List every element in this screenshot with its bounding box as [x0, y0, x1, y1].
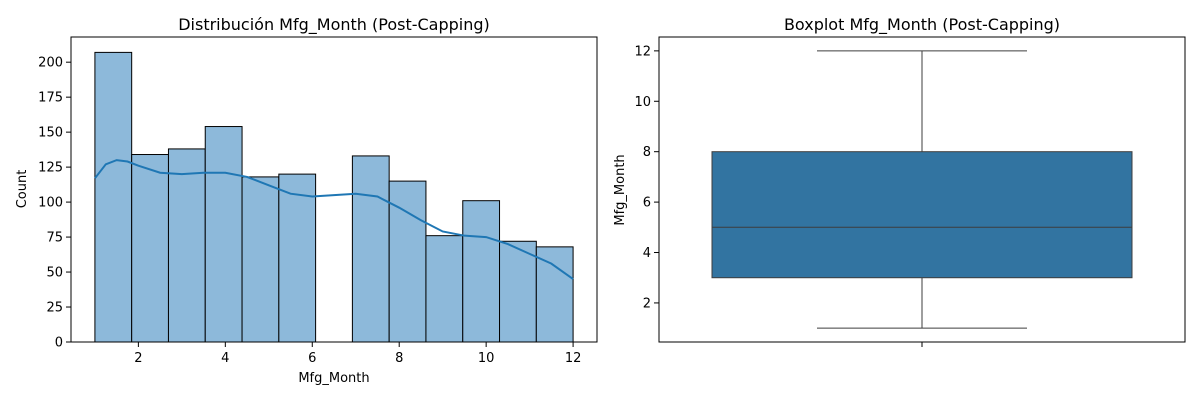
boxplot-elements — [711, 50, 1133, 329]
boxplot-y-tick-label: 10 — [634, 95, 651, 110]
histogram-x-tick-label: 12 — [565, 351, 582, 366]
histogram-y-tick-label: 100 — [38, 196, 63, 211]
histogram-bar — [462, 200, 501, 343]
histogram-panel: Distribución Mfg_Month (Post-Capping) 2 4… — [15, 15, 598, 386]
histogram-bar — [131, 154, 169, 343]
histogram-y-tick-label: 175 — [38, 91, 63, 106]
histogram-x-ticks: 2 4 6 8 10 12 — [134, 342, 581, 366]
histogram-x-tick-label: 4 — [221, 351, 229, 366]
histogram-ylabel: Count — [15, 170, 30, 209]
histogram-y-tick-label: 200 — [38, 56, 63, 71]
boxplot-title: Boxplot Mfg_Month (Post-Capping) — [784, 15, 1060, 35]
histogram-frame — [70, 36, 598, 343]
histogram-xlabel: Mfg_Month — [298, 371, 369, 386]
histogram-bars — [94, 51, 574, 343]
histogram-y-tick-label: 125 — [38, 161, 63, 176]
boxplot-y-tick-label: 6 — [643, 196, 651, 211]
histogram-x-tick-label: 8 — [395, 351, 403, 366]
histogram-y-tick-label: 150 — [38, 126, 63, 141]
histogram-bar — [535, 246, 574, 343]
histogram-y-tick-label: 75 — [46, 231, 63, 246]
histogram-bar — [388, 180, 427, 343]
boxplot-y-tick-label: 4 — [643, 246, 651, 261]
histogram-bar — [167, 148, 206, 343]
boxplot-box — [711, 151, 1133, 279]
kde-line — [94, 159, 574, 280]
histogram-x-tick-label: 6 — [308, 351, 316, 366]
histogram-x-tick-label: 2 — [134, 351, 142, 366]
histogram-bar — [241, 176, 280, 343]
histogram-y-ticks: 0 25 50 75 100 125 150 175 200 — [38, 56, 71, 351]
histogram-bar — [425, 235, 464, 343]
histogram-y-tick-label: 25 — [46, 301, 63, 316]
boxplot-y-ticks: 2 4 6 8 10 12 — [634, 44, 659, 311]
boxplot-y-tick-label: 2 — [643, 296, 651, 311]
histogram-bar — [351, 155, 390, 343]
histogram-y-tick-label: 0 — [55, 336, 63, 351]
histogram-bar — [204, 126, 243, 343]
histogram-bar — [94, 51, 133, 343]
histogram-x-tick-label: 10 — [478, 351, 495, 366]
histogram-bar — [499, 240, 537, 343]
histogram-y-tick-label: 50 — [46, 266, 63, 281]
boxplot-panel: Boxplot Mfg_Month (Post-Capping) 2 4 6 8 10 1… — [613, 15, 1186, 347]
boxplot-y-tick-label: 12 — [634, 44, 651, 59]
histogram-bar — [278, 173, 317, 343]
boxplot-ylabel: Mfg_Month — [613, 154, 628, 225]
histogram-title: Distribución Mfg_Month (Post-Capping) — [178, 15, 490, 35]
boxplot-y-tick-label: 8 — [643, 145, 651, 160]
